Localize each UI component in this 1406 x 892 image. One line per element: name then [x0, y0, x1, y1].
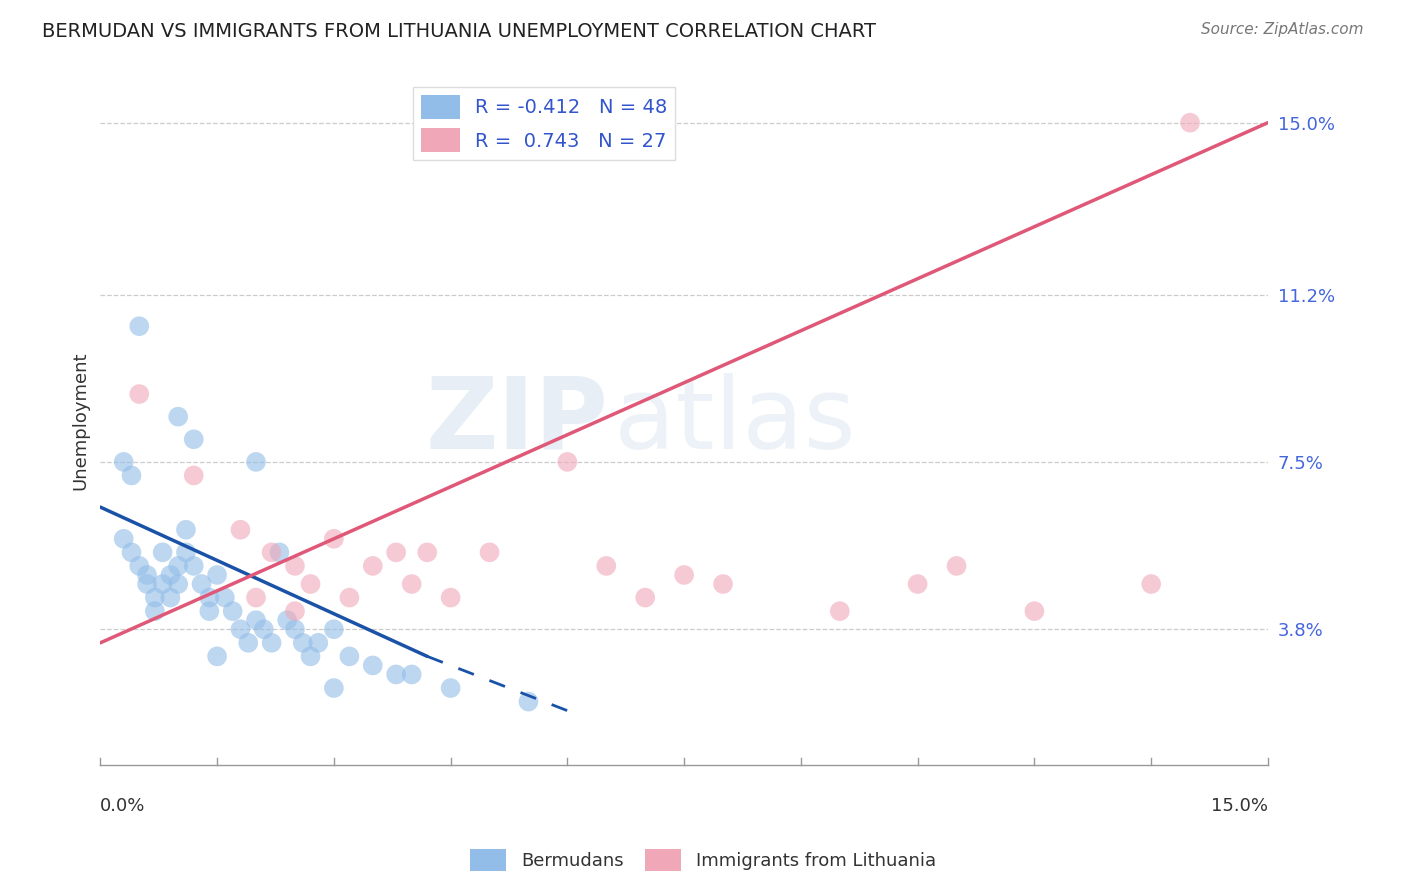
Text: 15.0%: 15.0%: [1211, 797, 1268, 814]
Point: [205, 649, 228, 664]
Point: [128, 387, 150, 401]
Point: [439, 591, 461, 605]
Point: [361, 558, 384, 573]
Point: [1178, 116, 1201, 130]
Point: [159, 591, 181, 605]
Point: [711, 577, 734, 591]
Point: [385, 545, 408, 559]
Point: [167, 577, 190, 591]
Point: [478, 545, 501, 559]
Point: [167, 558, 190, 573]
Point: [284, 558, 307, 573]
Point: [174, 545, 197, 559]
Point: [253, 622, 276, 636]
Point: [159, 568, 181, 582]
Point: [183, 432, 205, 446]
Point: [276, 613, 298, 627]
Point: [307, 636, 329, 650]
Legend: R = -0.412   N = 48, R =  0.743   N = 27: R = -0.412 N = 48, R = 0.743 N = 27: [413, 87, 675, 160]
Point: [245, 455, 267, 469]
Point: [339, 649, 361, 664]
Point: [401, 577, 423, 591]
Point: [595, 558, 617, 573]
Point: [128, 558, 150, 573]
Point: [269, 545, 291, 559]
Point: [136, 577, 159, 591]
Point: [121, 545, 143, 559]
Point: [112, 532, 135, 546]
Point: [416, 545, 439, 559]
Text: atlas: atlas: [614, 373, 856, 470]
Point: [238, 636, 260, 650]
Point: [190, 577, 212, 591]
Point: [907, 577, 929, 591]
Point: [198, 604, 221, 618]
Point: [634, 591, 657, 605]
Point: [136, 568, 159, 582]
Point: [143, 604, 166, 618]
Point: [299, 577, 322, 591]
Point: [183, 558, 205, 573]
Point: [214, 591, 236, 605]
Point: [673, 568, 696, 582]
Point: [517, 695, 540, 709]
Point: [221, 604, 243, 618]
Legend: Bermudans, Immigrants from Lithuania: Bermudans, Immigrants from Lithuania: [463, 842, 943, 879]
Point: [299, 649, 322, 664]
Point: [152, 577, 174, 591]
Point: [229, 622, 252, 636]
Point: [167, 409, 190, 424]
Point: [339, 591, 361, 605]
Point: [260, 636, 283, 650]
Point: [322, 532, 344, 546]
Point: [284, 604, 307, 618]
Point: [1140, 577, 1163, 591]
Point: [945, 558, 967, 573]
Text: ZIP: ZIP: [426, 373, 609, 470]
Point: [245, 613, 267, 627]
Point: [112, 455, 135, 469]
Point: [245, 591, 267, 605]
Point: [174, 523, 197, 537]
Point: [401, 667, 423, 681]
Point: [152, 545, 174, 559]
Point: [828, 604, 851, 618]
Point: [291, 636, 314, 650]
Point: [121, 468, 143, 483]
Point: [183, 468, 205, 483]
Point: [229, 523, 252, 537]
Point: [284, 622, 307, 636]
Point: [322, 622, 344, 636]
Point: [1024, 604, 1046, 618]
Text: 0.0%: 0.0%: [100, 797, 146, 814]
Point: [205, 568, 228, 582]
Point: [361, 658, 384, 673]
Point: [260, 545, 283, 559]
Point: [143, 591, 166, 605]
Point: [198, 591, 221, 605]
Text: Source: ZipAtlas.com: Source: ZipAtlas.com: [1201, 22, 1364, 37]
Y-axis label: Unemployment: Unemployment: [72, 352, 89, 491]
Point: [439, 681, 461, 695]
Point: [557, 455, 579, 469]
Point: [385, 667, 408, 681]
Text: BERMUDAN VS IMMIGRANTS FROM LITHUANIA UNEMPLOYMENT CORRELATION CHART: BERMUDAN VS IMMIGRANTS FROM LITHUANIA UN…: [42, 22, 876, 41]
Point: [128, 319, 150, 334]
Point: [322, 681, 344, 695]
